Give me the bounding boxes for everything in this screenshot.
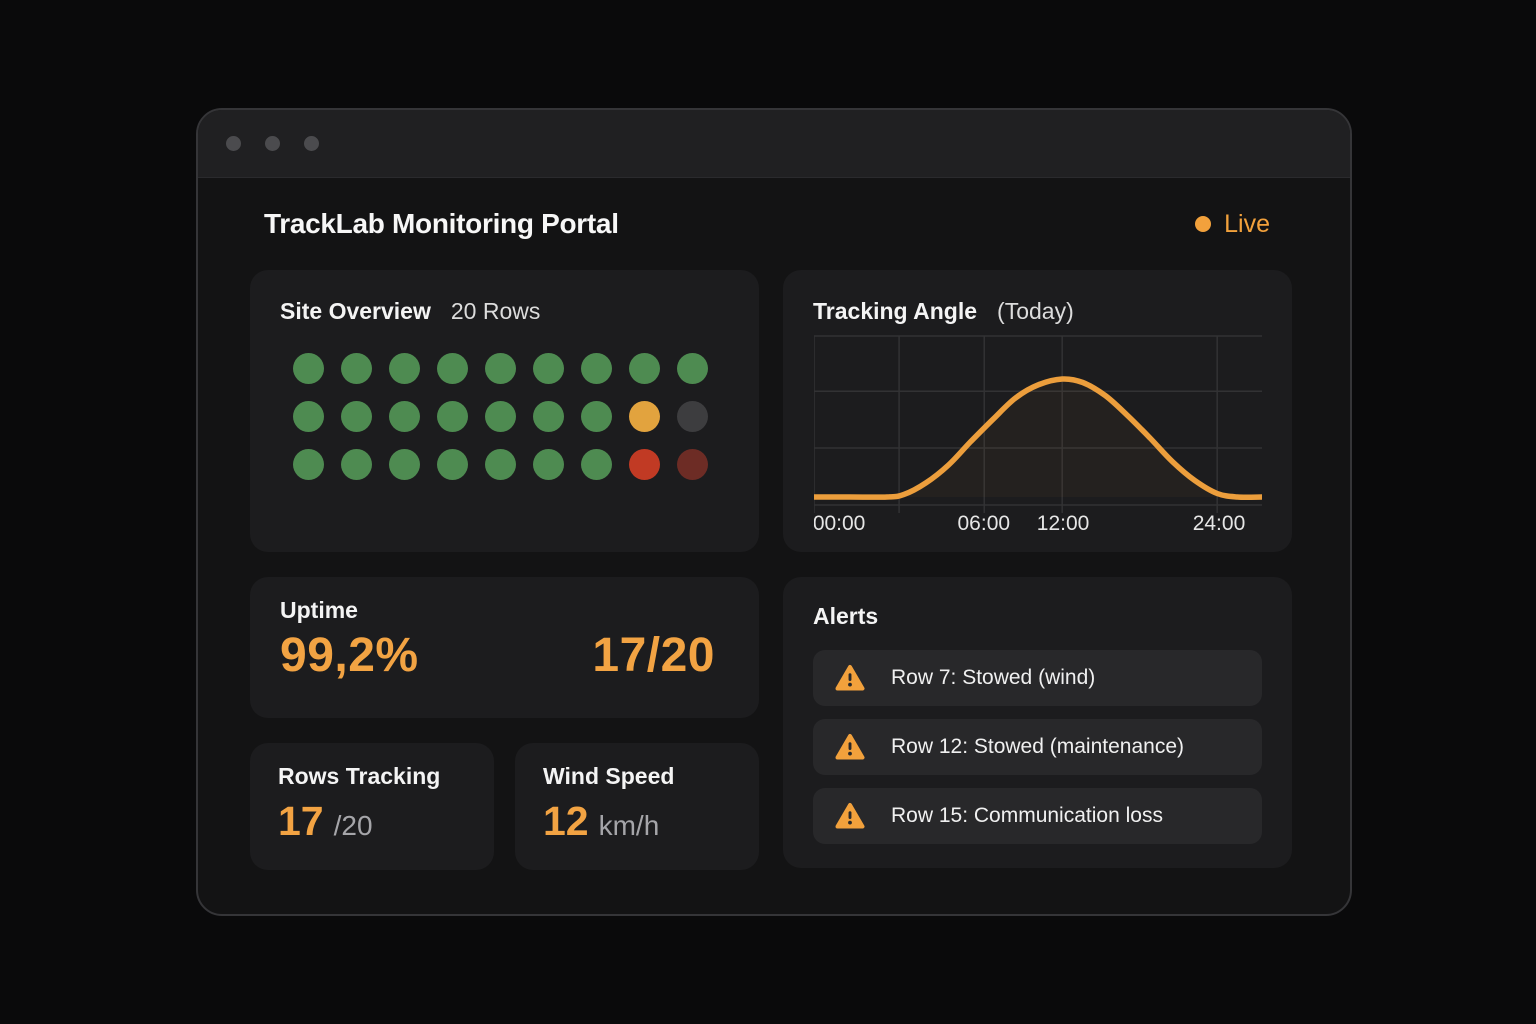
row-status-dot[interactable] <box>437 353 468 384</box>
rows-tracking-card: Rows Tracking 17 /20 <box>250 743 494 870</box>
row-status-dot[interactable] <box>341 449 372 480</box>
live-dot-icon <box>1195 216 1212 232</box>
page-title: TrackLab Monitoring Portal <box>264 208 619 239</box>
alerts-title: Alerts <box>813 603 879 629</box>
wind-speed-unit: km/h <box>598 810 660 841</box>
site-overview-card: Site Overview 20 Rows <box>250 270 759 552</box>
row-status-dot[interactable] <box>389 449 420 480</box>
row-status-dot[interactable] <box>581 449 612 480</box>
alerts-card: Alerts Row 7: Stowed (wind) Row 12: Stow… <box>783 577 1292 868</box>
rows-tracking-suffix: /20 <box>333 810 373 841</box>
live-label: Live <box>1224 209 1270 238</box>
wind-speed-value: 12 <box>543 798 589 844</box>
alert-item[interactable]: Row 7: Stowed (wind) <box>813 650 1262 706</box>
row-status-dot[interactable] <box>341 353 372 384</box>
site-overview-title: Site Overview <box>280 298 431 324</box>
row-status-dot[interactable] <box>437 401 468 432</box>
tracking-angle-chart: 00:00 06:00 12:00 24:00 <box>814 335 1262 535</box>
alert-item[interactable]: Row 12: Stowed (maintenance) <box>813 719 1262 775</box>
app-window: TrackLab Monitoring Portal Live Site Ove… <box>196 108 1352 916</box>
alert-item[interactable]: Row 15: Communication loss <box>813 788 1262 844</box>
row-status-dot[interactable] <box>485 449 516 480</box>
row-status-dot[interactable] <box>341 401 372 432</box>
live-status-badge: Live <box>1195 210 1270 239</box>
wind-speed-label: Wind Speed <box>543 763 675 789</box>
row-status-dot[interactable] <box>485 401 516 432</box>
x-axis-tick-label: 06:00 <box>958 512 1011 535</box>
row-status-dot[interactable] <box>293 401 324 432</box>
row-status-dot[interactable] <box>389 401 420 432</box>
x-axis-tick-label: 24:00 <box>1193 512 1246 535</box>
row-status-dot[interactable] <box>581 401 612 432</box>
row-status-dot[interactable] <box>485 353 516 384</box>
warning-triangle-icon <box>835 733 865 761</box>
site-status-grid <box>293 353 729 480</box>
window-control-icon[interactable] <box>226 136 241 151</box>
window-control-icon[interactable] <box>304 136 319 151</box>
row-status-dot[interactable] <box>293 449 324 480</box>
row-status-dot[interactable] <box>437 449 468 480</box>
alert-text: Row 7: Stowed (wind) <box>891 666 1096 689</box>
row-status-dot[interactable] <box>533 401 564 432</box>
warning-triangle-icon <box>835 664 865 692</box>
row-status-dot[interactable] <box>293 353 324 384</box>
page-header: TrackLab Monitoring Portal Live <box>198 178 1350 270</box>
row-status-dot[interactable] <box>581 353 612 384</box>
row-status-dot[interactable] <box>533 449 564 480</box>
uptime-label: Uptime <box>280 597 358 623</box>
site-overview-subtitle: 20 Rows <box>450 298 541 324</box>
tracking-angle-card: Tracking Angle (Today) 00:00 06:00 12:00 24… <box>783 270 1292 552</box>
row-status-dot[interactable] <box>389 353 420 384</box>
row-status-dot[interactable] <box>677 401 708 432</box>
window-control-icon[interactable] <box>265 136 280 151</box>
window-titlebar <box>198 110 1350 178</box>
row-status-dot[interactable] <box>533 353 564 384</box>
alerts-list: Row 7: Stowed (wind) Row 12: Stowed (mai… <box>813 650 1262 844</box>
uptime-percent-value: 99,2% <box>280 629 419 682</box>
tracking-angle-subtitle: (Today) <box>997 298 1074 324</box>
uptime-ratio-value: 17/20 <box>592 629 715 682</box>
row-status-dot[interactable] <box>629 401 660 432</box>
alert-text: Row 15: Communication loss <box>891 804 1163 827</box>
row-status-dot[interactable] <box>677 449 708 480</box>
wind-speed-card: Wind Speed 12 km/h <box>515 743 759 870</box>
row-status-dot[interactable] <box>677 353 708 384</box>
alert-text: Row 12: Stowed (maintenance) <box>891 735 1184 758</box>
rows-tracking-value: 17 <box>278 798 324 844</box>
warning-triangle-icon <box>835 802 865 830</box>
row-status-dot[interactable] <box>629 353 660 384</box>
x-axis-tick-label: 12:00 <box>1037 512 1090 535</box>
rows-tracking-label: Rows Tracking <box>278 763 441 789</box>
x-axis-tick-label: 00:00 <box>814 512 865 535</box>
row-status-dot[interactable] <box>629 449 660 480</box>
uptime-card: Uptime 99,2% 17/20 <box>250 577 759 718</box>
tracking-angle-title: Tracking Angle <box>813 298 978 324</box>
